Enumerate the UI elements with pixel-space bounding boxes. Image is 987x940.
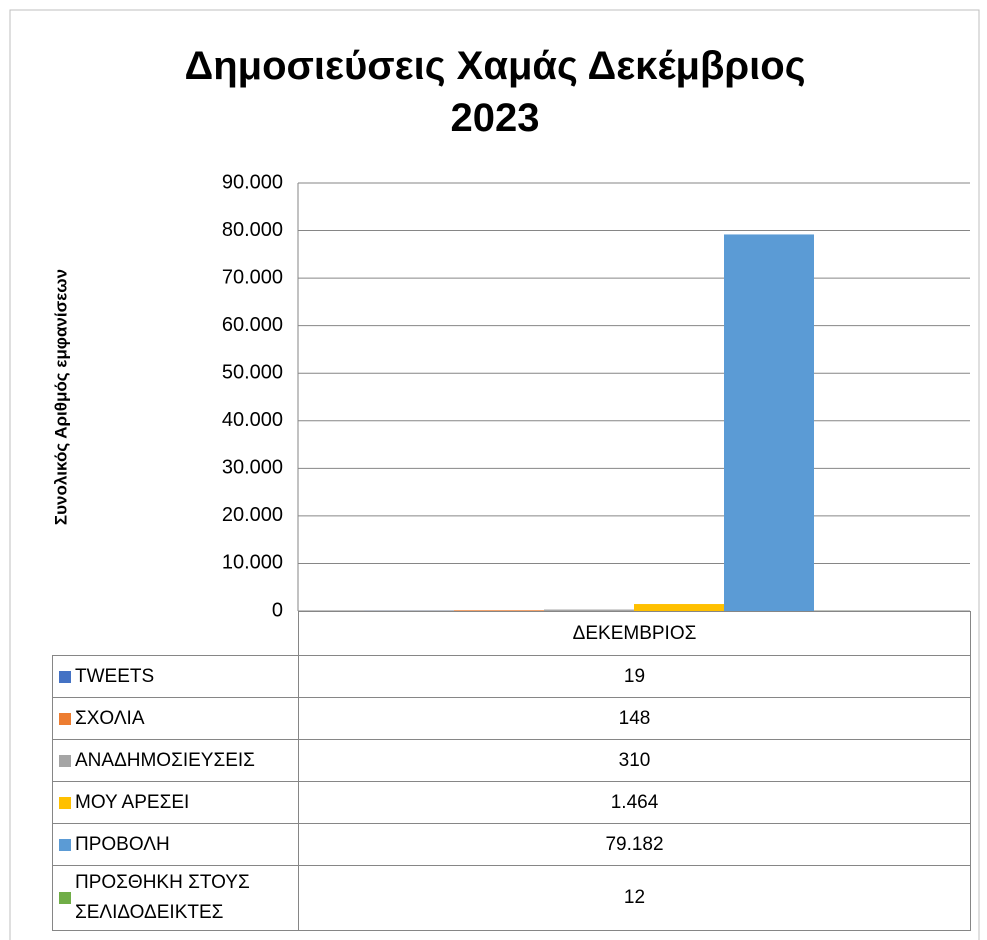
legend-cell: ΜΟΥ ΑΡΕΣΕΙ (52, 781, 299, 824)
legend-swatch (59, 670, 71, 683)
bar (454, 610, 544, 611)
table-value: 12 (298, 865, 971, 931)
y-tick-label: 30.000 (222, 457, 283, 479)
legend-swatch (59, 712, 71, 725)
y-tick-label: 40.000 (222, 409, 283, 431)
legend-cell: ΠΡΟΣΘΗΚΗ ΣΤΟΥΣ ΣΕΛΙΔΟΔΕΙΚΤΕΣ (52, 865, 299, 931)
table-value: 79.182 (298, 823, 971, 866)
bar (544, 609, 634, 611)
legend-label: ΜΟΥ ΑΡΕΣΕΙ (75, 791, 190, 813)
chart-title: Δημοσιεύσεις Χαμάς Δεκέμβριος 2023 (184, 44, 806, 140)
legend-label: ΣΧΟΛΙΑ (75, 707, 145, 729)
legend-cell: ΠΡΟΒΟΛΗ (52, 823, 299, 866)
y-tick-label: 10.000 (222, 552, 283, 574)
y-axis-title: Συνολικός Αριθμός εμφανίσεων (51, 269, 70, 525)
y-tick-label: 50.000 (222, 362, 283, 384)
table-value: 19 (298, 655, 971, 698)
bar (724, 234, 814, 611)
table-value: 148 (298, 697, 971, 740)
y-tick-label: 80.000 (222, 219, 283, 241)
legend-cell: ΣΧΟΛΙΑ (52, 697, 299, 740)
table-header: ΔΕΚΕΜΒΡΙΟΣ (298, 611, 971, 656)
legend-label: ΠΡΟΣΘΗΚΗ ΣΤΟΥΣ ΣΕΛΙΔΟΔΕΙΚΤΕΣ (75, 872, 250, 923)
legend-cell: ΑΝΑΔΗΜΟΣΙΕΥΣΕΙΣ (52, 739, 299, 782)
legend-label: ΠΡΟΒΟΛΗ (75, 833, 170, 855)
legend-swatch (59, 892, 71, 904)
legend-label: ΑΝΑΔΗΜΟΣΙΕΥΣΕΙΣ (75, 749, 255, 771)
bar (634, 604, 724, 611)
y-tick-label: 90.000 (222, 171, 283, 193)
y-tick-label: 20.000 (222, 504, 283, 526)
y-tick-label: 70.000 (222, 266, 283, 288)
y-tick-label: 0 (272, 599, 283, 621)
legend-cell: TWEETS (52, 655, 299, 698)
legend-swatch (59, 754, 71, 767)
chart-border (9, 9, 980, 940)
legend-label: TWEETS (75, 665, 155, 687)
legend-swatch (59, 838, 71, 851)
y-tick-label: 60.000 (222, 314, 283, 336)
legend-swatch (59, 796, 71, 809)
table-value: 310 (298, 739, 971, 782)
table-value: 1.464 (298, 781, 971, 824)
